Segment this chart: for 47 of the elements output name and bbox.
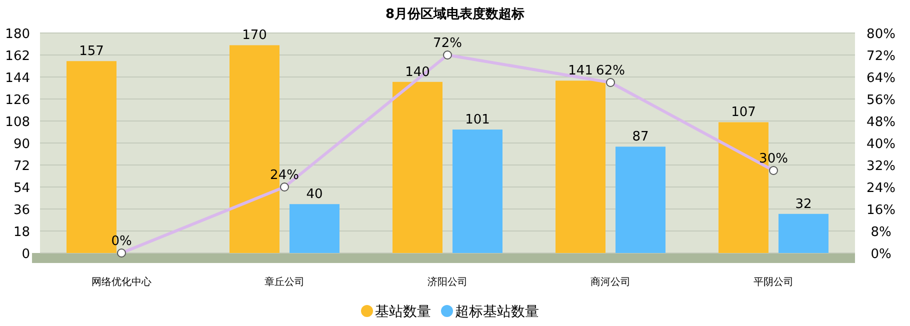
y-tick-label: 162 — [5, 49, 30, 64]
x-tick-label: 济阳公司 — [428, 276, 468, 288]
y-tick-label: 90 — [13, 137, 30, 152]
y-tick-label: 126 — [5, 93, 30, 108]
y-tick-label: 72 — [13, 159, 30, 174]
x-tick-label: 商河公司 — [590, 276, 630, 288]
y-tick-label: 0 — [22, 247, 30, 262]
y2-tick-label: 80% — [866, 27, 896, 42]
data-label: 140 — [405, 64, 430, 80]
bar — [778, 214, 828, 253]
y2-tick-label: 64% — [866, 71, 896, 86]
x-tick-label: 网络优化中心 — [92, 276, 152, 288]
data-label: 107 — [731, 105, 756, 120]
y2-tick-label: 8% — [870, 225, 892, 240]
x-tick-label: 章丘公司 — [264, 276, 304, 288]
y-tick-label: 54 — [13, 181, 30, 196]
y2-tick-label: 32% — [866, 159, 896, 174]
y-tick-label: 144 — [5, 71, 30, 86]
y-tick-label: 108 — [5, 115, 30, 130]
bar — [556, 80, 606, 253]
bar — [616, 146, 666, 253]
bar — [392, 82, 442, 253]
y2-tick-label: 48% — [866, 115, 896, 130]
data-label: 170 — [242, 28, 267, 44]
y2-tick-label: 40% — [866, 137, 896, 152]
data-label: 40 — [306, 187, 323, 202]
y-tick-label: 18 — [13, 225, 30, 240]
legend-label: 基站数量 — [375, 304, 431, 320]
y2-tick-label: 16% — [866, 203, 896, 218]
y-tick-label: 36 — [13, 203, 30, 218]
bar — [290, 204, 340, 253]
data-label: 101 — [465, 112, 490, 128]
data-label: 72% — [433, 36, 462, 51]
y2-tick-label: 72% — [866, 49, 896, 64]
data-label: 62% — [596, 64, 625, 78]
bar — [452, 130, 502, 253]
y2-tick-label: 56% — [866, 93, 896, 108]
legend-label: 超标基站数量 — [455, 304, 539, 320]
data-label: 87 — [632, 130, 649, 145]
x-tick-label: 平阴公司 — [754, 276, 794, 288]
data-label: 157 — [79, 44, 104, 60]
chart-title: 8月份区域电表度数超标 — [385, 6, 525, 22]
data-label: 141 — [568, 64, 593, 79]
data-label: 32 — [795, 196, 812, 212]
y2-tick-label: 24% — [866, 181, 896, 196]
y-tick-label: 180 — [5, 27, 30, 42]
y2-tick-label: 0% — [870, 247, 892, 262]
